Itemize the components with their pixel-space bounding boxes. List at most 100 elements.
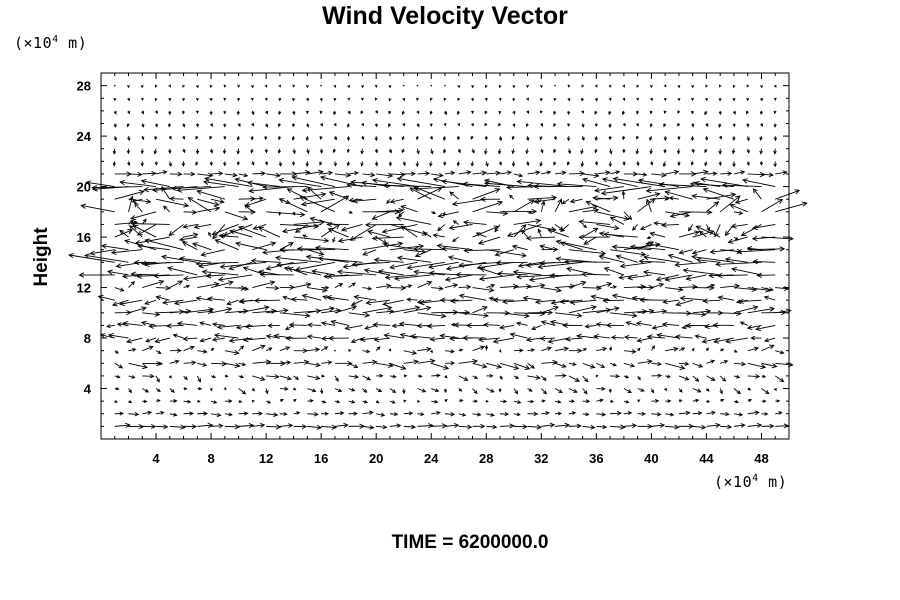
arrow-head [657, 361, 663, 367]
arrow-head [218, 171, 224, 176]
wind-arrow [360, 97, 364, 102]
wind-arrow [509, 332, 528, 339]
arrow-head [165, 285, 171, 291]
wind-arrow [402, 161, 406, 167]
arrow-shaft [585, 324, 597, 328]
arrow-head [457, 149, 461, 154]
wind-arrow [761, 362, 778, 369]
arrow-head [444, 375, 448, 379]
arrow-head [649, 123, 653, 128]
wind-arrow [608, 97, 612, 102]
wind-arrow [182, 123, 186, 128]
arrow-head [484, 111, 488, 115]
wind-arrow [580, 98, 584, 102]
wind-arrow [142, 399, 148, 404]
arrow-shaft [761, 344, 774, 352]
arrow-head [718, 98, 722, 102]
arrow-head [720, 348, 725, 352]
arrow-shaft [126, 337, 143, 343]
arrow-head [571, 399, 576, 403]
arrow-shaft [217, 324, 239, 328]
wind-arrow [224, 424, 241, 430]
arrow-shaft [224, 310, 248, 314]
arrow-shaft [279, 346, 290, 352]
wind-arrow [498, 388, 502, 393]
arrow-shaft [472, 172, 487, 175]
wind-arrow [527, 424, 542, 430]
wind-arrow [348, 362, 359, 369]
wind-arrow [209, 98, 213, 102]
arrow-head [429, 136, 434, 141]
wind-arrow [497, 271, 528, 277]
arrow-head [492, 424, 498, 430]
wind-arrow [236, 110, 240, 116]
arrow-head [240, 285, 247, 291]
wind-arrow [463, 247, 501, 254]
wind-arrow [363, 268, 391, 276]
wind-arrow [472, 362, 488, 369]
arrow-shaft [541, 347, 552, 352]
wind-arrow [759, 135, 763, 141]
arrow-shaft [197, 350, 207, 353]
arrow-head [678, 249, 685, 255]
arrow-shaft [630, 246, 666, 251]
arrow-shaft [156, 287, 170, 289]
arrow-shaft [307, 375, 320, 380]
wind-arrow [252, 241, 277, 251]
wind-arrow [161, 254, 198, 263]
arrow-shaft [202, 271, 239, 276]
arrow-shaft [637, 337, 652, 342]
arrow-head [137, 171, 143, 177]
wind-arrow [155, 361, 164, 366]
arrow-dot [444, 84, 446, 87]
arrow-head [449, 335, 455, 342]
arrow-shaft [429, 272, 459, 276]
wind-arrow [603, 231, 638, 238]
arrow-shaft [364, 324, 377, 330]
wind-arrow [201, 269, 239, 276]
wind-arrow [486, 388, 495, 393]
wind-arrow [458, 388, 463, 392]
arrow-head [550, 299, 557, 306]
arrow-head [479, 267, 486, 273]
arrow-head [236, 137, 240, 141]
wind-arrow [344, 324, 363, 331]
wind-arrow [719, 135, 722, 140]
arrow-shaft [540, 337, 556, 340]
arrow-shaft [197, 198, 219, 206]
arrow-head [170, 389, 175, 393]
wind-arrow [348, 312, 371, 318]
wind-arrow [291, 136, 295, 141]
wind-arrow [650, 97, 653, 102]
arrow-shaft [266, 309, 288, 314]
arrow-head [677, 85, 681, 89]
arrow-shaft [111, 249, 143, 254]
arrow-head [496, 363, 503, 369]
arrow-shaft [183, 346, 195, 352]
arrow-shaft [706, 284, 715, 288]
arrow-head [429, 336, 436, 342]
arrow-head [547, 338, 554, 344]
arrow-head [177, 280, 184, 286]
arrow-head [648, 308, 655, 314]
wind-arrow [113, 97, 117, 102]
wind-arrow [389, 305, 421, 314]
wind-arrow [747, 246, 786, 252]
arrow-head [452, 220, 457, 224]
arrow-head [250, 258, 257, 264]
arrow-head [640, 225, 646, 230]
arrow-shaft [647, 336, 666, 339]
arrow-head [664, 276, 671, 282]
arrow-head [195, 123, 200, 128]
wind-arrow [611, 293, 638, 301]
wind-arrow [417, 187, 443, 200]
wind-arrow [252, 196, 264, 201]
wind-arrow [651, 282, 665, 288]
arrow-shaft [431, 287, 443, 290]
arrow-head [631, 349, 637, 354]
arrow-head [663, 97, 667, 102]
arrow-head [498, 162, 503, 166]
wind-arrow [747, 346, 760, 352]
wind-arrow [663, 110, 667, 115]
arrow-shaft [224, 362, 240, 367]
